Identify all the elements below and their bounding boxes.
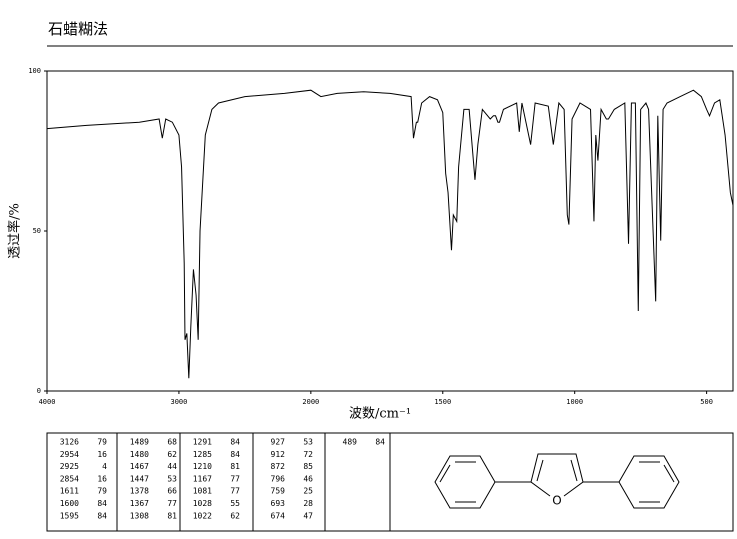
phenyl-ring xyxy=(618,455,680,509)
peak-wavenumber: 3126 xyxy=(60,438,79,447)
x-tick-label: 500 xyxy=(700,398,713,406)
double-bond xyxy=(439,464,451,483)
peak-wavenumber: 1467 xyxy=(130,462,149,471)
peak-transmittance: 77 xyxy=(230,474,240,483)
peak-wavenumber: 1489 xyxy=(130,438,149,447)
peak-wavenumber: 1595 xyxy=(60,511,79,520)
peak-transmittance: 16 xyxy=(97,450,107,459)
peak-wavenumber: 1367 xyxy=(130,499,149,508)
peak-wavenumber: 489 xyxy=(343,438,358,447)
peak-wavenumber: 2954 xyxy=(60,450,79,459)
spectrum-line xyxy=(46,89,734,379)
peak-transmittance: 79 xyxy=(97,487,107,496)
peak-wavenumber: 1291 xyxy=(193,438,212,447)
peak-transmittance: 53 xyxy=(303,438,313,447)
double-bond xyxy=(570,459,578,482)
x-tick-label: 4000 xyxy=(39,398,56,406)
peak-transmittance: 79 xyxy=(97,438,107,447)
peak-transmittance: 84 xyxy=(230,450,240,459)
peak-transmittance: 84 xyxy=(375,438,385,447)
phenyl-ring xyxy=(434,455,496,509)
chart-title: 石蜡糊法 xyxy=(48,20,108,38)
peak-wavenumber: 912 xyxy=(271,450,286,459)
peak-transmittance: 62 xyxy=(230,511,240,520)
y-axis-label: 透过率/% xyxy=(7,203,23,259)
peak-wavenumber: 1378 xyxy=(130,487,149,496)
peak-wavenumber: 1447 xyxy=(130,474,149,483)
peak-transmittance: 68 xyxy=(167,438,177,447)
peak-transmittance: 16 xyxy=(97,474,107,483)
x-tick-label: 1000 xyxy=(566,398,583,406)
peak-transmittance: 85 xyxy=(303,462,313,471)
peak-transmittance: 53 xyxy=(167,474,177,483)
peak-transmittance: 25 xyxy=(303,487,313,496)
peak-transmittance: 44 xyxy=(167,462,177,471)
peak-transmittance: 28 xyxy=(303,499,313,508)
peak-transmittance: 84 xyxy=(97,511,107,520)
peak-wavenumber: 1600 xyxy=(60,499,79,508)
structure xyxy=(434,453,680,509)
peak-wavenumber: 1308 xyxy=(130,511,149,520)
peak-transmittance: 77 xyxy=(230,487,240,496)
furan-ring xyxy=(530,453,584,497)
peak-wavenumber: 1167 xyxy=(193,474,212,483)
peak-transmittance: 66 xyxy=(167,487,177,496)
peak-transmittance: 77 xyxy=(167,499,177,508)
peak-transmittance: 62 xyxy=(167,450,177,459)
peak-transmittance: 81 xyxy=(230,462,240,471)
peak-wavenumber: 674 xyxy=(271,511,286,520)
peak-transmittance: 47 xyxy=(303,511,313,520)
peak-transmittance: 72 xyxy=(303,450,313,459)
y-tick-label: 100 xyxy=(28,67,41,75)
x-axis-label: 波数/cm⁻¹ xyxy=(349,407,411,422)
y-tick-label: 0 xyxy=(37,387,41,395)
double-bond xyxy=(663,464,675,483)
peak-transmittance: 46 xyxy=(303,474,313,483)
peak-wavenumber: 1285 xyxy=(193,450,212,459)
peak-wavenumber: 1081 xyxy=(193,487,212,496)
peak-wavenumber: 2925 xyxy=(60,462,79,471)
peak-transmittance: 84 xyxy=(97,499,107,508)
peak-wavenumber: 1210 xyxy=(193,462,212,471)
double-bond xyxy=(536,459,544,482)
peak-wavenumber: 796 xyxy=(271,474,286,483)
x-tick-label: 1500 xyxy=(434,398,451,406)
peak-transmittance: 55 xyxy=(230,499,240,508)
peak-wavenumber: 872 xyxy=(271,462,286,471)
peak-wavenumber: 927 xyxy=(271,438,286,447)
peak-wavenumber: 759 xyxy=(271,487,286,496)
x-tick-label: 3000 xyxy=(170,398,187,406)
plot-frame xyxy=(46,70,734,392)
peak-transmittance: 84 xyxy=(230,438,240,447)
atom-label: O xyxy=(552,494,561,508)
peak-wavenumber: 1028 xyxy=(193,499,212,508)
peak-wavenumber: 693 xyxy=(271,499,286,508)
y-tick-label: 50 xyxy=(33,227,41,235)
peak-transmittance: 4 xyxy=(102,462,107,471)
peak-wavenumber: 1611 xyxy=(60,487,79,496)
peak-wavenumber: 2854 xyxy=(60,474,79,483)
peak-wavenumber: 1022 xyxy=(193,511,212,520)
peak-transmittance: 81 xyxy=(167,511,177,520)
x-tick-label: 2000 xyxy=(302,398,319,406)
peak-wavenumber: 1480 xyxy=(130,450,149,459)
